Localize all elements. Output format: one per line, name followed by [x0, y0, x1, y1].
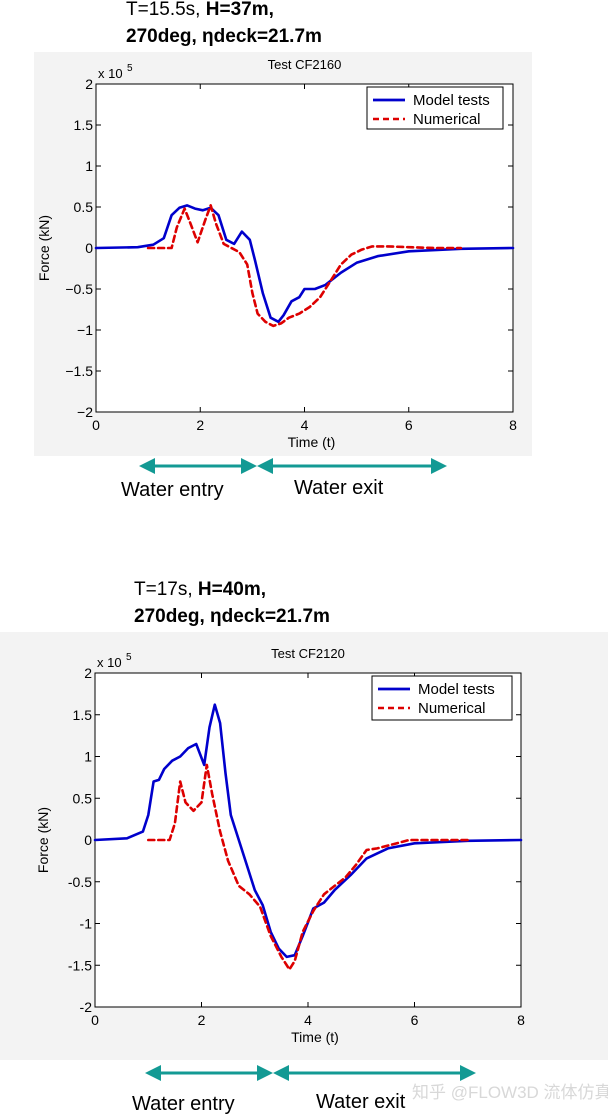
y-multiplier: x 10 [98, 66, 123, 81]
x-tick-label: 6 [405, 417, 413, 433]
x-tick-label: 2 [196, 417, 204, 433]
y-multiplier-exponent: 5 [126, 652, 132, 663]
phase-arrows [145, 1065, 476, 1081]
y-tick-label: -0.5 [68, 874, 92, 890]
caption-bottom-line1-plain: T=17s, [134, 579, 198, 600]
y-multiplier: x 10 [97, 655, 122, 670]
water-exit-arrow-head-left [273, 1065, 289, 1081]
legend-label-model-tests: Model tests [413, 92, 490, 109]
caption-bottom-line1-bold: H=40m, [197, 579, 267, 600]
legend-box [366, 86, 504, 130]
y-tick-label: -1 [80, 916, 93, 932]
x-tick-label: 8 [509, 417, 517, 433]
y-tick-label: 1.5 [74, 117, 94, 133]
y-tick-label: 0 [85, 240, 93, 256]
water-exit-arrow-head-left [257, 458, 273, 474]
watermark: 知乎 @FLOW3D 流体仿真 [412, 1083, 608, 1102]
water-entry-arrow-head-right [241, 458, 257, 474]
water-exit-arrow-head-right [431, 458, 447, 474]
y-tick-label: −1 [77, 322, 93, 338]
y-axis-label: Force (kN) [36, 215, 52, 281]
x-tick-label: 2 [198, 1012, 206, 1028]
y-tick-label: 2 [84, 665, 92, 681]
legend-label-model-tests: Model tests [418, 681, 495, 698]
series-line-model-tests [93, 703, 523, 959]
caption-top-line1-bold: H=37m, [205, 0, 274, 20]
x-axis-label: Time (t) [291, 1029, 339, 1045]
x-tick-label: 4 [304, 1012, 312, 1028]
y-tick-label: 1 [85, 158, 93, 174]
legend: Model tests Numerical [366, 86, 504, 130]
x-tick-label: 0 [91, 1012, 99, 1028]
chart-top: 21.510.50−0.5−1−1.5−20 2 4 6 8x 10 5 Test CF21… [36, 57, 517, 474]
y-tick-label: -1.5 [68, 957, 92, 973]
y-tick-label: 0.5 [74, 199, 94, 215]
plot-area [94, 672, 522, 1008]
series-line-model-tests [94, 204, 515, 324]
x-axis-label: Time (t) [288, 434, 336, 450]
x-tick-label: 0 [92, 417, 100, 433]
y-tick-label: 0 [84, 832, 92, 848]
water-entry-arrow-head-left [145, 1065, 161, 1081]
y-tick-label: −0.5 [65, 281, 93, 297]
y-tick-label: −2 [77, 404, 93, 420]
y-multiplier-exponent: 5 [127, 63, 133, 74]
legend-box [371, 675, 513, 721]
y-tick-label: -2 [80, 999, 93, 1015]
x-tick-label: 4 [301, 417, 309, 433]
legend-label-numerical: Numerical [418, 700, 486, 717]
water-entry-label-bottom: Water entry [132, 1093, 235, 1115]
x-tick-label: 6 [411, 1012, 419, 1028]
caption-bottom: T=17s, H=40m, 270deg, ηdeck=21.7m [134, 576, 330, 630]
chart-title: Test CF2160 [268, 57, 342, 72]
series-line-numerical [146, 204, 463, 328]
legend-label-numerical: Numerical [413, 111, 481, 128]
x-tick-label: 8 [517, 1012, 525, 1028]
y-tick-label: 0.5 [73, 790, 93, 806]
chart-bottom: 21.510.50-0.5-1-1.5-20 2 4 6 8x 10 5 Test CF21… [35, 646, 525, 1081]
water-exit-label-top: Water exit [294, 477, 384, 499]
caption-top-line1-plain: T=15.5s, [126, 0, 206, 20]
water-entry-label-top: Water entry [121, 479, 224, 501]
legend: Model tests Numerical [371, 675, 513, 721]
chart-title: Test CF2120 [271, 646, 345, 661]
y-tick-label: −1.5 [65, 363, 93, 379]
phase-arrows [139, 458, 447, 474]
caption-bottom-line2: 270deg, ηdeck=21.7m [134, 606, 330, 627]
series-line-numerical [147, 763, 470, 971]
water-exit-label-bottom: Water exit [316, 1091, 406, 1113]
y-tick-label: 1.5 [73, 707, 93, 723]
water-entry-arrow-head-right [257, 1065, 273, 1081]
water-exit-arrow-head-right [460, 1065, 476, 1081]
caption-top: T=15.5s, H=37m, 270deg, ηdeck=21.7m [126, 0, 322, 50]
y-tick-label: 2 [85, 76, 93, 92]
caption-top-line2: 270deg, ηdeck=21.7m [126, 26, 322, 47]
water-entry-arrow-head-left [139, 458, 155, 474]
y-tick-label: 1 [84, 749, 92, 765]
y-axis-label: Force (kN) [35, 807, 51, 873]
